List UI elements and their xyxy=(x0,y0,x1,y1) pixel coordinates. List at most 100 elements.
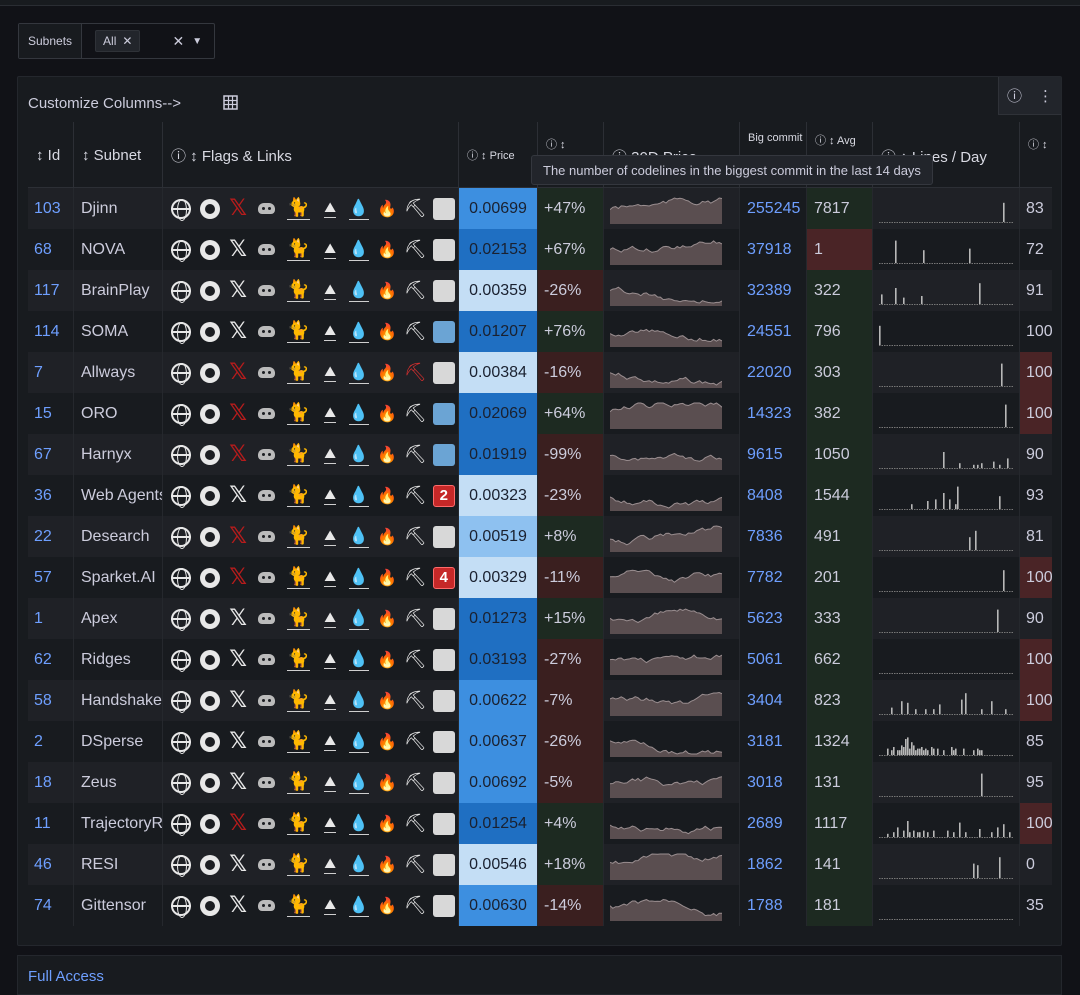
x-icon[interactable]: 𝕏 xyxy=(229,482,247,508)
github-icon[interactable] xyxy=(195,557,223,598)
commit-cell[interactable]: 9615 xyxy=(740,434,807,475)
github-icon[interactable] xyxy=(195,680,223,721)
table-row[interactable]: 7 Allways 𝕏 🐈 ⛰ 💧 🔥 ⛏ 0.00384 -16% 22020 303 100 xyxy=(28,352,1052,393)
subnet-name[interactable]: Apex xyxy=(74,598,163,639)
subnet-name[interactable]: Gittensor xyxy=(74,885,163,926)
header-last[interactable]: ⓘ ↕ xyxy=(1020,122,1052,188)
commit-cell[interactable]: 7836 xyxy=(740,516,807,557)
x-icon[interactable]: 𝕏 xyxy=(229,359,247,385)
subnet-name[interactable]: BrainPlay xyxy=(74,270,163,311)
commit-cell[interactable]: 5061 xyxy=(740,639,807,680)
github-icon[interactable] xyxy=(195,270,223,311)
website-icon[interactable] xyxy=(167,598,195,639)
subnet-id[interactable]: 1 xyxy=(28,598,74,639)
table-row[interactable]: 74 Gittensor 𝕏 🐈 ⛰ 💧 🔥 ⛏ 0.00630 -14% 1788 181 35 xyxy=(28,885,1052,926)
github-icon[interactable] xyxy=(195,721,223,762)
subnet-name[interactable]: Web Agents xyxy=(74,475,163,516)
menu-icon[interactable]: ⋮ xyxy=(1037,87,1053,105)
commit-cell[interactable]: 3181 xyxy=(740,721,807,762)
commit-cell[interactable]: 24551 xyxy=(740,311,807,352)
subnet-id[interactable]: 46 xyxy=(28,844,74,885)
table-row[interactable]: 117 BrainPlay 𝕏 🐈 ⛰ 💧 🔥 ⛏ 0.00359 -26% 32389 322 91 xyxy=(28,270,1052,311)
discord-icon[interactable] xyxy=(252,475,280,516)
subnet-name[interactable]: Zeus xyxy=(74,762,163,803)
commit-cell[interactable]: 32389 xyxy=(740,270,807,311)
subnet-id[interactable]: 2 xyxy=(28,721,74,762)
x-icon[interactable]: 𝕏 xyxy=(229,277,247,303)
website-icon[interactable] xyxy=(167,475,195,516)
x-icon[interactable]: 𝕏 xyxy=(229,728,247,754)
discord-icon[interactable] xyxy=(252,598,280,639)
commit-cell[interactable]: 5623 xyxy=(740,598,807,639)
table-row[interactable]: 36 Web Agents 𝕏 🐈 ⛰ 💧 🔥 ⛏ 2 0.00323 -23% 8408 1544 93 xyxy=(28,475,1052,516)
chevron-down-icon[interactable]: ▼ xyxy=(192,35,203,47)
github-icon[interactable] xyxy=(195,352,223,393)
table-row[interactable]: 15 ORO 𝕏 🐈 ⛰ 💧 🔥 ⛏ 0.02069 +64% 14323 382 100 xyxy=(28,393,1052,434)
discord-icon[interactable] xyxy=(252,229,280,270)
website-icon[interactable] xyxy=(167,393,195,434)
github-icon[interactable] xyxy=(195,844,223,885)
commit-cell[interactable]: 3404 xyxy=(740,680,807,721)
subnet-id[interactable]: 11 xyxy=(28,803,74,844)
subnet-id[interactable]: 74 xyxy=(28,885,74,926)
subnet-id[interactable]: 7 xyxy=(28,352,74,393)
website-icon[interactable] xyxy=(167,885,195,926)
subnet-name[interactable]: ORO xyxy=(74,393,163,434)
table-row[interactable]: 46 RESI 𝕏 🐈 ⛰ 💧 🔥 ⛏ 0.00546 +18% 1862 141 0 xyxy=(28,844,1052,885)
discord-icon[interactable] xyxy=(252,557,280,598)
table-row[interactable]: 11 TrajectoryRL 𝕏 🐈 ⛰ 💧 🔥 ⛏ 0.01254 +4% 2689 1117 10… xyxy=(28,803,1052,844)
website-icon[interactable] xyxy=(167,721,195,762)
discord-icon[interactable] xyxy=(252,762,280,803)
x-icon[interactable]: 𝕏 xyxy=(229,318,247,344)
website-icon[interactable] xyxy=(167,188,195,229)
github-icon[interactable] xyxy=(195,393,223,434)
x-icon[interactable]: 𝕏 xyxy=(229,523,247,549)
table-row[interactable]: 68 NOVA 𝕏 🐈 ⛰ 💧 🔥 ⛏ 0.02153 +67% 37918 1 72 xyxy=(28,229,1052,270)
header-subnet[interactable]: ↕ Subnet xyxy=(74,122,163,188)
x-icon[interactable]: 𝕏 xyxy=(229,564,247,590)
table-row[interactable]: 22 Desearch 𝕏 🐈 ⛰ 💧 🔥 ⛏ 0.00519 +8% 7836 491 81 xyxy=(28,516,1052,557)
clear-icon[interactable]: ✕ xyxy=(172,32,185,49)
subnet-id[interactable]: 57 xyxy=(28,557,74,598)
discord-icon[interactable] xyxy=(252,721,280,762)
table-row[interactable]: 1 Apex 𝕏 🐈 ⛰ 💧 🔥 ⛏ 0.01273 +15% 5623 333 90 xyxy=(28,598,1052,639)
x-icon[interactable]: 𝕏 xyxy=(229,441,247,467)
discord-icon[interactable] xyxy=(252,803,280,844)
discord-icon[interactable] xyxy=(252,188,280,229)
discord-icon[interactable] xyxy=(252,516,280,557)
subnet-name[interactable]: Djinn xyxy=(74,188,163,229)
chip-close-icon[interactable]: ✕ xyxy=(122,34,133,48)
website-icon[interactable] xyxy=(167,516,195,557)
github-icon[interactable] xyxy=(195,516,223,557)
subnet-id[interactable]: 58 xyxy=(28,680,74,721)
website-icon[interactable] xyxy=(167,229,195,270)
commit-cell[interactable]: 2689 xyxy=(740,803,807,844)
table-row[interactable]: 2 DSperse 𝕏 🐈 ⛰ 💧 🔥 ⛏ 0.00637 -26% 3181 1324 85 xyxy=(28,721,1052,762)
github-icon[interactable] xyxy=(195,762,223,803)
header-flags[interactable]: ⓘ ↕ Flags & Links xyxy=(163,122,459,188)
commit-cell[interactable]: 255245 xyxy=(740,188,807,229)
subnet-name[interactable]: Ridges xyxy=(74,639,163,680)
commit-cell[interactable]: 7782 xyxy=(740,557,807,598)
subnet-id[interactable]: 67 xyxy=(28,434,74,475)
subnet-name[interactable]: DSperse xyxy=(74,721,163,762)
github-icon[interactable] xyxy=(195,311,223,352)
website-icon[interactable] xyxy=(167,557,195,598)
website-icon[interactable] xyxy=(167,762,195,803)
subnet-id[interactable]: 18 xyxy=(28,762,74,803)
discord-icon[interactable] xyxy=(252,885,280,926)
discord-icon[interactable] xyxy=(252,352,280,393)
x-icon[interactable]: 𝕏 xyxy=(229,687,247,713)
x-icon[interactable]: 𝕏 xyxy=(229,769,247,795)
github-icon[interactable] xyxy=(195,475,223,516)
table-row[interactable]: 18 Zeus 𝕏 🐈 ⛰ 💧 🔥 ⛏ 0.00692 -5% 3018 131 95 xyxy=(28,762,1052,803)
commit-cell[interactable]: 22020 xyxy=(740,352,807,393)
commit-cell[interactable]: 1788 xyxy=(740,885,807,926)
commit-cell[interactable]: 1862 xyxy=(740,844,807,885)
table-row[interactable]: 57 Sparket.AI 𝕏 🐈 ⛰ 💧 🔥 ⛏ 4 0.00329 -11% 7782 201 100 xyxy=(28,557,1052,598)
subnet-name[interactable]: Harnyx xyxy=(74,434,163,475)
subnet-id[interactable]: 15 xyxy=(28,393,74,434)
x-icon[interactable]: 𝕏 xyxy=(229,646,247,672)
discord-icon[interactable] xyxy=(252,270,280,311)
subnet-id[interactable]: 68 xyxy=(28,229,74,270)
